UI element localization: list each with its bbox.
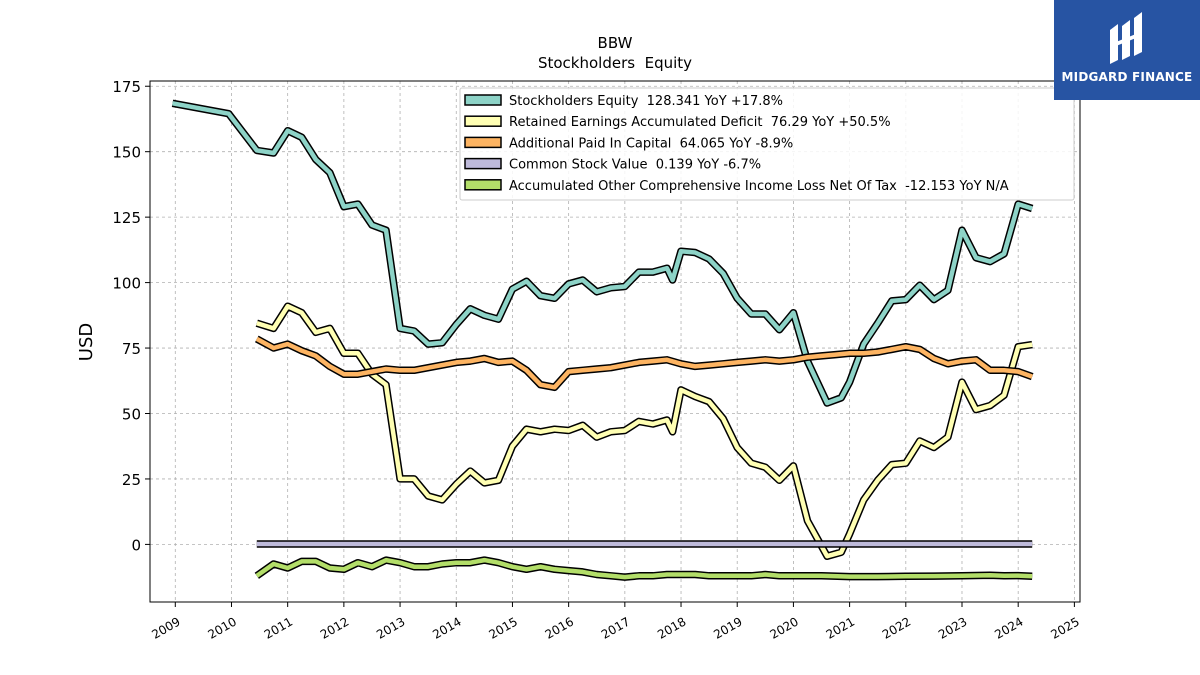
x-tick-label: 2017 bbox=[599, 614, 632, 641]
legend-label: Common Stock Value 0.139 YoY -6.7% bbox=[509, 158, 761, 173]
y-tick-label: 75 bbox=[122, 340, 141, 358]
brand-name: MIDGARD FINANCE bbox=[1061, 70, 1193, 84]
brand-logo: MIDGARD FINANCE bbox=[1054, 0, 1200, 100]
y-tick-label: 125 bbox=[112, 209, 141, 227]
y-tick-label: 175 bbox=[112, 78, 141, 96]
x-tick-label: 2015 bbox=[486, 614, 519, 641]
y-tick-label: 50 bbox=[122, 405, 141, 423]
chart-subtitle: Stockholders Equity bbox=[538, 54, 692, 72]
x-tick-label: 2024 bbox=[992, 614, 1025, 641]
legend-label: Stockholders Equity 128.341 YoY +17.8% bbox=[509, 94, 783, 109]
plot-frame bbox=[149, 80, 1081, 603]
legend-swatch bbox=[464, 179, 502, 191]
legend-label: Retained Earnings Accumulated Deficit 76… bbox=[509, 115, 891, 130]
x-tick-label: 2009 bbox=[149, 614, 182, 641]
legend-swatch bbox=[464, 115, 502, 127]
series-1 bbox=[255, 302, 1033, 560]
x-tick-label: 2011 bbox=[262, 614, 295, 641]
series-line bbox=[172, 101, 1033, 406]
series-line-outline bbox=[255, 302, 1033, 560]
x-tick-label: 2010 bbox=[206, 614, 239, 641]
y-tick-label: 0 bbox=[131, 536, 141, 554]
y-tick-label: 100 bbox=[112, 275, 141, 293]
legend-swatch bbox=[464, 136, 502, 149]
x-tick-label: 2014 bbox=[430, 614, 463, 641]
x-tick-label: 2023 bbox=[936, 614, 969, 641]
chart-title: BBW bbox=[598, 34, 633, 52]
series-0 bbox=[171, 99, 1034, 407]
series-4 bbox=[254, 556, 1033, 581]
x-tick-label: 2019 bbox=[711, 614, 744, 641]
legend-swatch bbox=[464, 94, 502, 106]
x-tick-label: 2025 bbox=[1048, 614, 1081, 641]
series-2 bbox=[255, 335, 1034, 392]
y-axis-label: USD bbox=[76, 323, 97, 361]
x-tick-label: 2022 bbox=[880, 614, 913, 641]
series-line bbox=[256, 303, 1033, 559]
legend-box bbox=[459, 87, 1075, 201]
series-line bbox=[255, 336, 1033, 390]
legend-label: Additional Paid In Capital 64.065 YoY -8… bbox=[509, 136, 793, 151]
y-tick-label: 150 bbox=[112, 144, 141, 162]
x-tick-label: 2016 bbox=[543, 614, 576, 641]
x-tick-label: 2020 bbox=[767, 614, 800, 641]
legend-swatch bbox=[464, 157, 502, 170]
legend-label: Accumulated Other Comprehensive Income L… bbox=[509, 179, 1009, 194]
legend: Stockholders Equity 128.341 YoY +17.8% Re… bbox=[459, 87, 1075, 201]
x-tick-label: 2021 bbox=[824, 614, 857, 641]
series-lines bbox=[171, 99, 1034, 581]
brand-mark-icon bbox=[1110, 12, 1142, 64]
x-tick-label: 2012 bbox=[318, 614, 351, 641]
series-line bbox=[255, 557, 1033, 580]
x-tick-label: 2013 bbox=[374, 614, 407, 641]
y-tick-label: 25 bbox=[122, 471, 141, 489]
x-tick-label: 2018 bbox=[655, 614, 688, 641]
